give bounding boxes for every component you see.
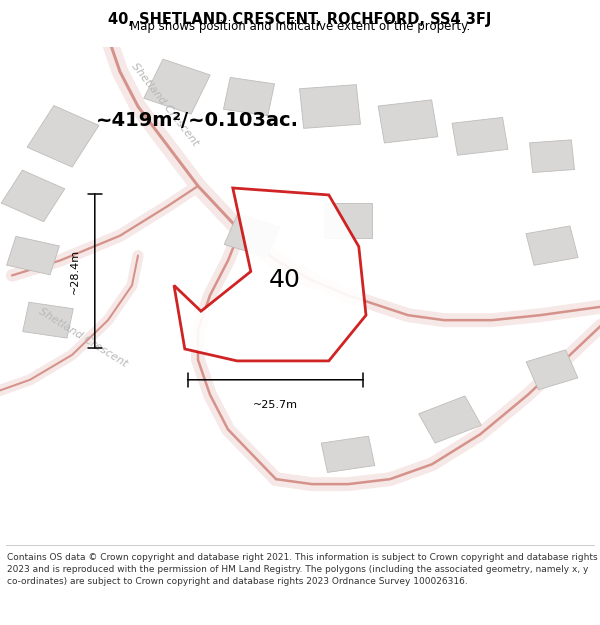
Polygon shape xyxy=(23,302,73,338)
Polygon shape xyxy=(1,170,65,222)
Text: Contains OS data © Crown copyright and database right 2021. This information is : Contains OS data © Crown copyright and d… xyxy=(7,554,598,586)
Polygon shape xyxy=(419,396,481,443)
Polygon shape xyxy=(27,106,99,167)
Text: ~419m²/~0.103ac.: ~419m²/~0.103ac. xyxy=(96,111,299,131)
Polygon shape xyxy=(530,140,574,172)
Polygon shape xyxy=(452,118,508,155)
Polygon shape xyxy=(378,100,438,143)
Polygon shape xyxy=(224,214,280,258)
Text: ~25.7m: ~25.7m xyxy=(253,399,298,409)
Text: 40: 40 xyxy=(269,268,301,292)
Polygon shape xyxy=(174,188,366,361)
Text: 40, SHETLAND CRESCENT, ROCHFORD, SS4 3FJ: 40, SHETLAND CRESCENT, ROCHFORD, SS4 3FJ xyxy=(109,12,491,27)
Polygon shape xyxy=(144,59,210,114)
Polygon shape xyxy=(526,350,578,390)
Text: ~28.4m: ~28.4m xyxy=(70,248,80,294)
Text: Shetland Crescent: Shetland Crescent xyxy=(37,307,130,369)
Text: Map shows position and indicative extent of the property.: Map shows position and indicative extent… xyxy=(130,20,470,32)
Polygon shape xyxy=(223,78,275,116)
Polygon shape xyxy=(324,203,372,238)
Polygon shape xyxy=(7,236,59,275)
Text: Shetland Crescent: Shetland Crescent xyxy=(129,61,200,148)
Polygon shape xyxy=(321,436,375,472)
Polygon shape xyxy=(526,226,578,265)
Polygon shape xyxy=(299,84,361,128)
